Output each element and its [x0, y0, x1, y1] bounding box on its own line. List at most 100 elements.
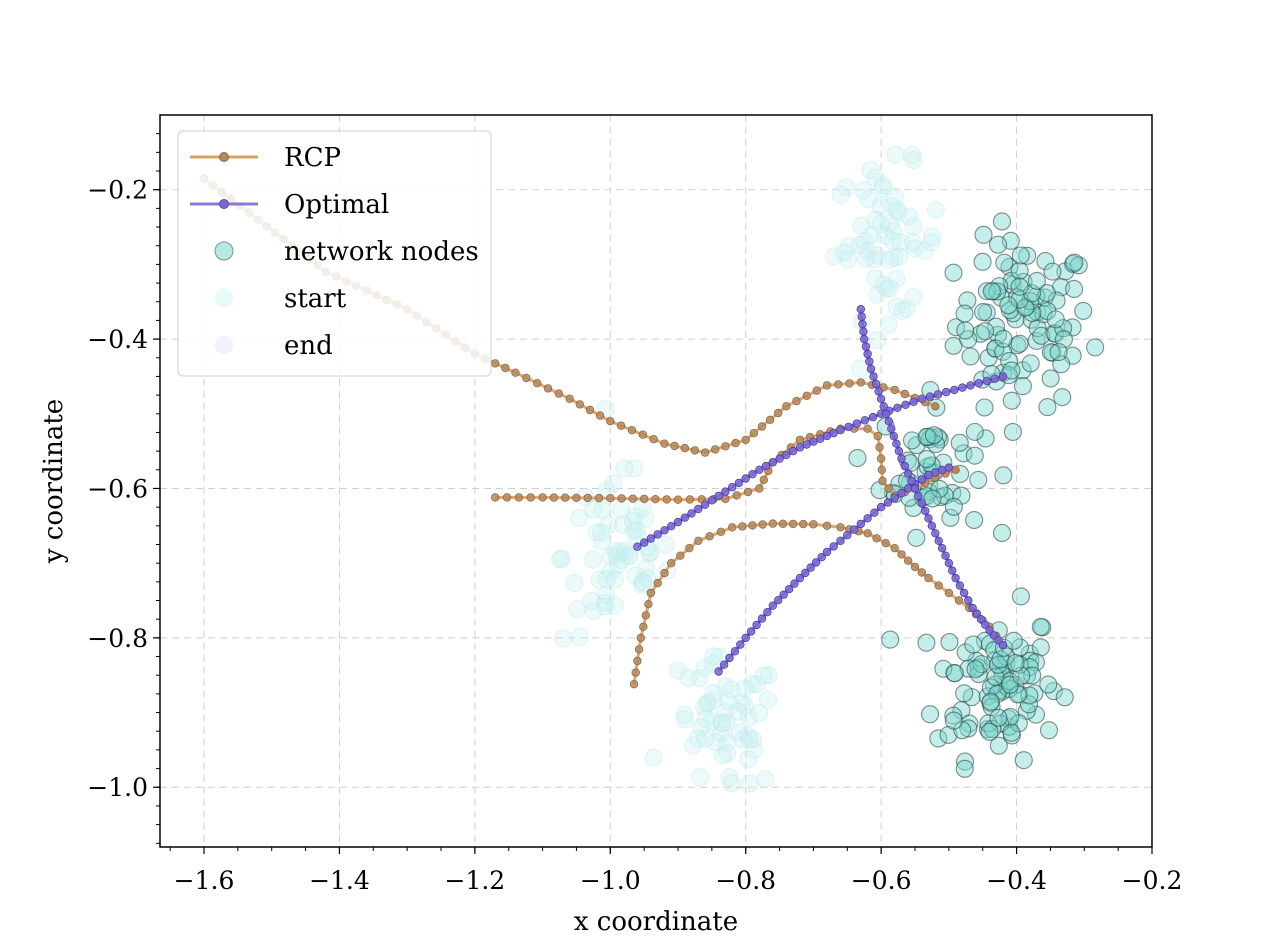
- faded-node-point: [612, 550, 631, 569]
- network-node-point: [1026, 705, 1045, 724]
- rcp-point: [685, 495, 695, 504]
- faded-node-point: [738, 726, 757, 745]
- faded-node-point: [859, 190, 878, 209]
- network-node-point: [955, 304, 974, 323]
- network-node-point: [1010, 261, 1029, 280]
- faded-node-point: [624, 522, 643, 541]
- faded-node-point: [891, 233, 910, 252]
- rcp-point: [638, 430, 647, 439]
- optimal-point: [700, 500, 710, 509]
- faded-node-point: [904, 217, 923, 236]
- optimal-point: [925, 392, 935, 401]
- faded-node-point: [644, 748, 663, 767]
- faded-node-point: [599, 515, 618, 534]
- y-tick-label: −0.2: [87, 176, 148, 205]
- network-node-point: [954, 444, 973, 463]
- faded-node-point: [871, 215, 890, 234]
- network-node-point: [982, 282, 1001, 301]
- network-node-point: [995, 253, 1014, 272]
- network-node-point: [999, 296, 1018, 315]
- optimal-point: [849, 525, 859, 534]
- rcp-point: [890, 385, 899, 395]
- optimal-point: [728, 483, 737, 492]
- faded-node-point: [759, 666, 778, 685]
- faded-node-point: [695, 658, 714, 677]
- faded-node-point: [695, 697, 714, 716]
- faded-node-point: [719, 692, 738, 711]
- optimal-point: [755, 465, 764, 474]
- rcp-point: [572, 493, 581, 502]
- faded-node-point: [922, 233, 941, 252]
- faded-node-point: [839, 237, 858, 256]
- legend-label-optimal: Optimal: [284, 190, 389, 220]
- optimal-point: [741, 633, 750, 643]
- faded-node-point: [861, 161, 880, 180]
- optimal-point: [909, 397, 918, 406]
- optimal-point: [894, 446, 904, 456]
- network-node-point: [989, 736, 1008, 755]
- network-node-point: [994, 466, 1013, 485]
- network-node-point: [989, 235, 1008, 254]
- optimal-point: [884, 417, 893, 426]
- optimal-point: [860, 334, 869, 344]
- rcp-point: [795, 435, 805, 445]
- faded-node-point: [706, 733, 725, 752]
- network-node-point: [1043, 262, 1062, 281]
- optimal-point: [889, 432, 898, 441]
- faded-node-point: [692, 718, 711, 737]
- optimal-point: [736, 640, 745, 649]
- network-node-point: [1013, 377, 1032, 396]
- network-node-point: [955, 759, 974, 778]
- faded-node-point: [858, 242, 877, 261]
- faded-node-point: [735, 679, 754, 698]
- rcp-point: [944, 588, 954, 598]
- rcp-point: [749, 429, 758, 438]
- faded-node-point: [690, 768, 709, 787]
- network-node-point: [993, 666, 1012, 685]
- rcp-point: [636, 633, 645, 643]
- network-node-point: [1065, 253, 1084, 272]
- optimal-point: [900, 461, 909, 471]
- optimal-point: [882, 409, 891, 418]
- legend-start-marker: [214, 288, 234, 308]
- network-node-point: [966, 660, 985, 679]
- faded-node-point: [690, 669, 709, 688]
- optimal-point: [779, 590, 788, 599]
- faded-node-point: [899, 207, 918, 226]
- network-node-point: [992, 212, 1012, 231]
- faded-node-point: [668, 661, 687, 680]
- network-node-point: [924, 426, 944, 445]
- faded-node-point: [604, 474, 623, 493]
- faded-node-point: [887, 269, 906, 288]
- optimal-point: [714, 491, 723, 501]
- optimal-point: [998, 372, 1008, 381]
- faded-node-point: [876, 226, 895, 245]
- network-node-point: [965, 510, 984, 530]
- faded-node-point: [855, 232, 874, 251]
- network-node-point: [974, 303, 993, 322]
- rcp-point: [741, 435, 750, 445]
- network-node-point: [1002, 361, 1021, 380]
- network-node-point: [976, 322, 995, 341]
- rcp-point: [616, 421, 626, 430]
- rcp-point: [758, 520, 767, 529]
- faded-node-point: [728, 702, 747, 721]
- optimal-point: [752, 620, 761, 630]
- optimal-point: [725, 653, 734, 663]
- x-tick-label: −1.4: [309, 866, 370, 895]
- faded-node-point: [584, 550, 603, 569]
- x-tick-label: −0.4: [986, 866, 1047, 895]
- rcp-point: [511, 368, 520, 377]
- faded-node-point: [874, 276, 893, 295]
- faded-node-point: [568, 600, 587, 619]
- network-node-point: [956, 321, 975, 340]
- faded-node-point: [704, 684, 723, 703]
- optimal-point: [897, 488, 906, 498]
- network-node-point: [923, 489, 942, 508]
- rcp-point: [822, 381, 832, 390]
- optimal-point: [694, 504, 703, 514]
- faded-node-point: [748, 675, 767, 694]
- faded-node-point: [696, 729, 715, 748]
- faded-node-point: [758, 690, 777, 709]
